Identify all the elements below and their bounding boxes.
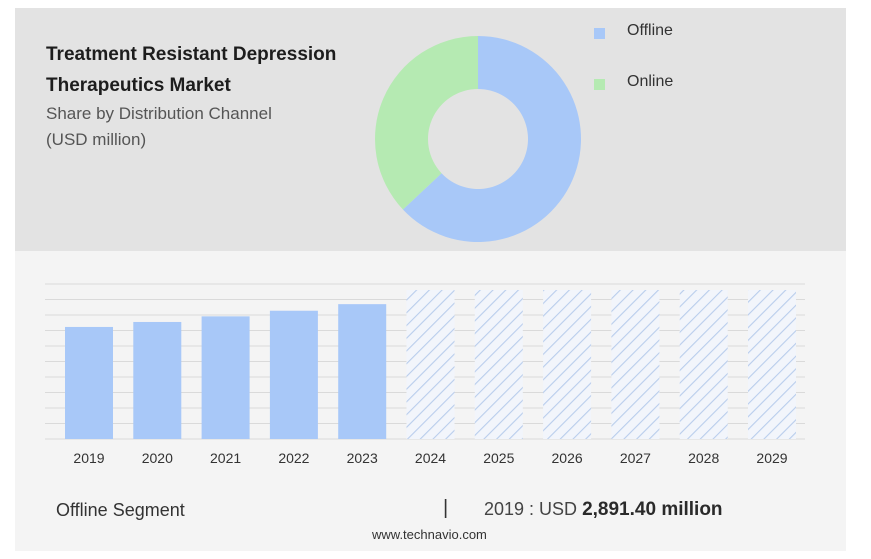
forecast-bar-2029: [748, 290, 796, 439]
legend-swatch: [594, 28, 605, 39]
bar-2021: [201, 316, 250, 439]
donut-chart: [375, 36, 581, 242]
bar-2020: [133, 321, 182, 439]
segment-amount: 2,891.40 million: [582, 499, 723, 520]
footer-separator: |: [443, 497, 449, 519]
subtitle-line-2: (USD million): [46, 130, 147, 149]
bar-2019: [65, 326, 113, 439]
forecast-bar-2025: [474, 290, 523, 439]
x-tick-2022: 2022: [278, 450, 309, 466]
x-tick-2028: 2028: [688, 450, 719, 466]
bar-chart: 2019 2020 2021 2022 2023 2024 2025 2026 2027 2028…: [45, 283, 805, 466]
forecast-bar-2028: [679, 290, 728, 439]
chart-title: Treatment Resistant Depression Therapeut…: [46, 39, 386, 101]
chart-subtitle: Share by Distribution Channel (USD milli…: [46, 101, 346, 153]
x-tick-2024: 2024: [415, 450, 446, 466]
x-tick-2019: 2019: [73, 450, 104, 466]
title-line-2: Therapeutics Market: [46, 75, 231, 96]
donut-slice-online: [375, 36, 478, 210]
x-tick-2026: 2026: [552, 450, 583, 466]
bar-2023: [338, 304, 387, 439]
x-tick-2020: 2020: [142, 450, 173, 466]
legend-swatch: [594, 79, 605, 90]
subtitle-line-1: Share by Distribution Channel: [46, 104, 272, 123]
x-tick-2027: 2027: [620, 450, 651, 466]
segment-year: 2019 : USD: [484, 499, 578, 519]
legend-label: Offline: [627, 22, 673, 39]
source-link[interactable]: www.technavio.com: [372, 527, 487, 542]
x-tick-2029: 2029: [756, 450, 787, 466]
x-tick-2025: 2025: [483, 450, 514, 466]
x-tick-2023: 2023: [347, 450, 378, 466]
forecast-bar-2024: [406, 290, 455, 439]
legend-label: Online: [627, 73, 674, 90]
donut-slice-offline: [402, 36, 581, 242]
segment-label: Offline Segment: [56, 500, 185, 520]
forecast-bar-2027: [611, 290, 660, 439]
x-tick-2021: 2021: [210, 450, 241, 466]
segment-value: 2019 : USD 2,891.40 million: [484, 499, 723, 521]
title-line-1: Treatment Resistant Depression: [46, 44, 337, 65]
forecast-bar-2026: [543, 290, 592, 439]
bar-2022: [269, 310, 318, 439]
